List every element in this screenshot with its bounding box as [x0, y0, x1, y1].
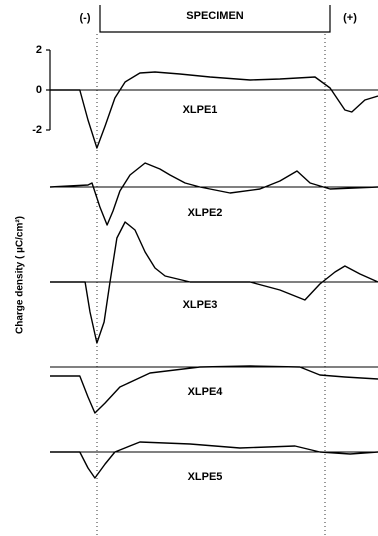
profile-line: [50, 365, 378, 414]
panel-title: XLPE2: [188, 207, 223, 219]
profile-line: [50, 71, 378, 149]
panel-title: XLPE5: [188, 471, 223, 483]
y-tick-label: 2: [36, 44, 42, 56]
profile-line: [50, 221, 378, 344]
electrode-left: (-): [80, 12, 91, 24]
y-tick-label: -2: [32, 124, 42, 136]
panel-title: XLPE4: [188, 386, 224, 398]
profile-line: [49, 162, 378, 226]
panel-title: XLPE3: [183, 299, 218, 311]
specimen-label: SPECIMEN: [186, 10, 244, 22]
y-tick-label: 0: [36, 84, 42, 96]
electrode-right: (+): [343, 12, 357, 24]
panel-title: XLPE1: [183, 104, 218, 116]
profile-line: [50, 441, 378, 479]
y-axis-label: Charge density ( µC/cm²): [15, 216, 26, 334]
specimen-bracket: [99, 5, 331, 33]
